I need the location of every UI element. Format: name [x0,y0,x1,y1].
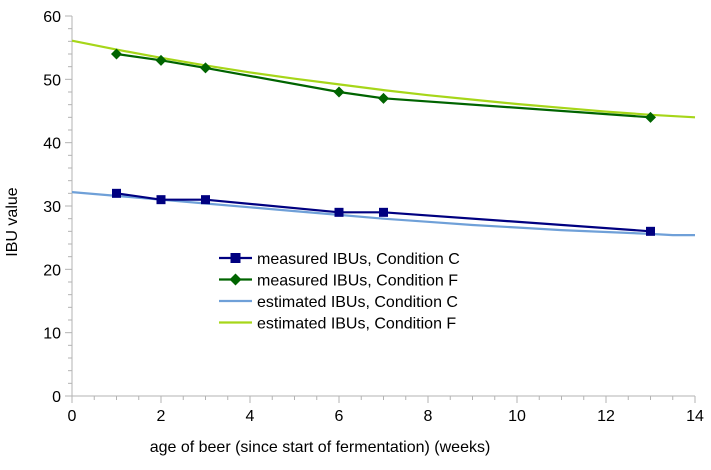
series-point-square [646,226,655,236]
series-point-diamond [111,48,122,60]
series-0 [112,188,655,236]
series-line [71,39,696,119]
y-tick-label: 0 [52,389,61,406]
series-point-diamond [229,273,242,286]
series-line [116,192,651,233]
legend-label: measured IBUs, Condition F [257,273,458,290]
series-point-square [379,207,388,217]
x-tick-label: 14 [686,408,704,425]
x-tick-label: 12 [597,408,615,425]
legend-item: measured IBUs, Condition C [219,251,460,268]
series-1 [111,48,656,123]
legend-label: measured IBUs, Condition C [257,251,460,268]
legend-item: estimated IBUs, Condition F [219,316,456,333]
series-point-diamond [333,86,345,98]
x-tick-label: 10 [508,408,526,425]
series-point-square [156,195,166,205]
series-point-diamond [378,92,389,104]
legend-item: measured IBUs, Condition F [219,273,458,290]
y-axis-title: IBU value [4,187,21,256]
axes: 0 10 20 30 40 50 60 0 2 4 6 8 10 12 14 [43,9,704,425]
series-point-square [230,253,241,263]
x-tick-label: 0 [68,408,77,425]
series-2 [71,191,695,237]
series-point-diamond [200,62,211,74]
series-point-square [201,195,210,205]
x-tick-label: 6 [335,408,344,425]
y-tick-label: 10 [43,326,61,343]
series-3 [71,39,696,119]
y-tick-label: 30 [43,199,61,216]
series-point-square [112,188,121,198]
series-line [71,191,695,237]
x-tick-label: 2 [157,408,166,425]
y-tick-label: 20 [43,262,61,279]
y-tick-label: 50 [43,72,61,89]
series-point-diamond [645,111,656,123]
legend-label: estimated IBUs, Condition C [257,294,458,311]
legend-label: estimated IBUs, Condition F [257,316,456,333]
legend: measured IBUs, Condition C measured IBUs,… [219,251,460,333]
series-point-square [334,207,344,217]
x-tick-label: 4 [246,408,255,425]
legend-item: estimated IBUs, Condition C [219,294,458,311]
y-tick-label: 60 [43,9,61,26]
series-point-diamond [155,54,167,66]
y-tick-label: 40 [43,136,61,153]
series-layer [71,39,696,237]
x-axis-title: age of beer (since start of fermentation… [150,439,491,456]
x-tick-label: 8 [424,408,433,425]
series-line [116,52,651,119]
